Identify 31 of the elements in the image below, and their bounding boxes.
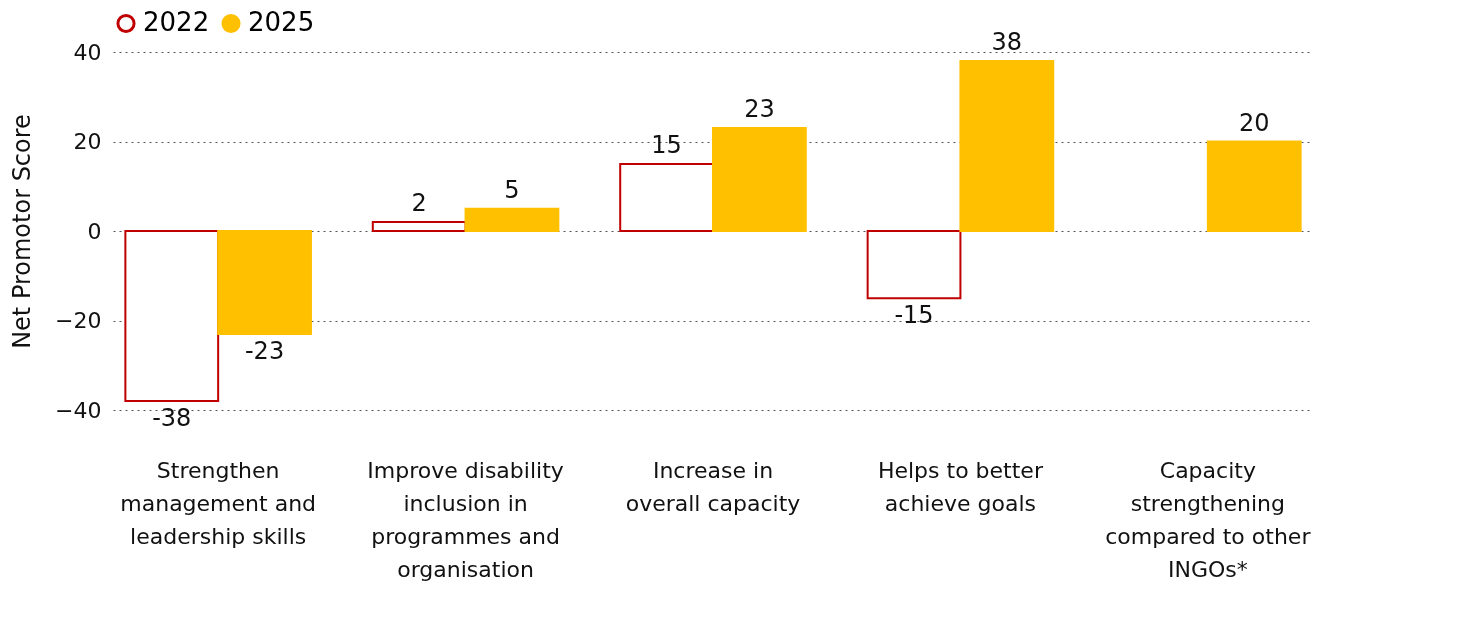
x-tick-label: Increase in overall capacity [625,457,801,516]
bar [959,59,1055,232]
data-label: 38 [991,27,1023,56]
x-tick-label: Helps to better achieve goals [877,457,1044,516]
y-tick-label: −20 [55,308,102,333]
y-tick-label: 40 [73,39,102,65]
data-label: -15 [894,301,934,330]
x-tick-label: Capacity strengthening compared to other INGOs* [1105,457,1312,582]
data-label: 2 [411,189,427,218]
y-axis-title: Net Promotor Score [8,114,37,349]
bar [712,127,807,232]
bar [217,230,312,335]
bar [866,230,962,300]
bar [124,230,220,403]
x-tick-label: Strengthen management and leadership skills [120,457,317,549]
data-label: 23 [744,95,775,124]
bar [619,162,714,232]
legend-label: 2025 [248,7,315,38]
data-label: -38 [152,404,192,433]
data-label: 15 [651,130,682,159]
y-tick-label: 20 [73,129,102,154]
y-tick-label: −40 [55,397,102,423]
x-tick-label: Improve disability inclusion in programmes and organisation [367,457,564,582]
bar [1206,140,1302,232]
bar [464,207,560,232]
y-tick-label: 0 [87,218,102,244]
data-label: 5 [504,175,520,204]
data-label: 20 [1238,108,1270,137]
bar [371,221,467,232]
data-label: -23 [244,336,285,365]
legend-label: 2022 [143,7,210,38]
